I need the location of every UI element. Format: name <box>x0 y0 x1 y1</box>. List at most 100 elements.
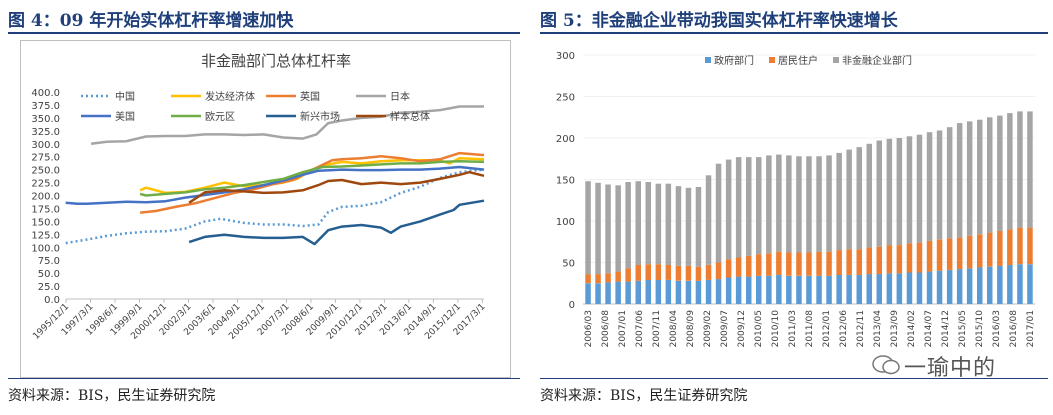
y-tick-label: 325.0 <box>31 127 60 138</box>
bar-gov <box>997 265 1003 304</box>
x-tick-label: 2016/03 <box>992 310 1002 347</box>
bar-nonfin <box>645 182 651 265</box>
bar-nonfin <box>595 182 601 275</box>
bar-nonfin <box>946 127 953 239</box>
bar-nonfin <box>836 152 842 250</box>
bar-household <box>735 257 742 277</box>
bar-household <box>625 268 631 282</box>
y-tick-label: 50.0 <box>38 269 60 280</box>
y-tick-label: 150 <box>556 176 575 187</box>
x-tick-label: 2009/02 <box>703 310 713 347</box>
bar-nonfin <box>856 147 862 250</box>
x-tick-label: 2012/01 <box>822 310 832 347</box>
bar-nonfin <box>906 136 913 244</box>
bar-gov <box>1017 264 1023 304</box>
y-tick-label: 25.0 <box>38 282 60 293</box>
bar-gov <box>766 275 772 304</box>
bar-household <box>685 265 692 281</box>
bar-household <box>906 243 913 273</box>
bar-household <box>926 240 933 272</box>
bar-nonfin <box>796 156 802 253</box>
bar-nonfin <box>806 156 812 253</box>
bar-household <box>655 264 662 280</box>
bar-household <box>585 274 591 284</box>
bar-household <box>1007 229 1013 265</box>
y-tick-label: 175.0 <box>31 204 60 215</box>
x-tick-label: 2006/08 <box>601 310 611 348</box>
bar-nonfin <box>605 184 611 274</box>
bar-gov <box>786 275 792 304</box>
bar-household <box>977 234 983 268</box>
bar-gov <box>836 274 842 304</box>
legend-label-uk: 英国 <box>300 90 320 103</box>
bar-household <box>615 271 621 282</box>
series-line-china <box>65 168 485 245</box>
bar-household <box>816 251 822 276</box>
x-tick-label: 2014/07 <box>924 310 934 347</box>
bar-gov <box>695 280 702 304</box>
bar-gov <box>645 279 651 304</box>
bar-chart: 政府部门 居民住户 非金融企业部门 0 50 100 150 200 250 300 2006/… <box>556 51 1036 348</box>
bar-gov <box>987 266 993 304</box>
bar-gov <box>675 280 682 304</box>
bar-nonfin <box>966 121 973 236</box>
line-chart: 非金融部门总体杠杆率 0.0 25.0 50.0 75.0 100.0 125.0 150.… <box>31 52 487 342</box>
bar-household <box>605 273 611 283</box>
bar-nonfin <box>725 159 732 260</box>
line-chart-title: 非金融部门总体杠杆率 <box>201 52 351 70</box>
bar-gov <box>806 275 812 304</box>
y-tick-label: 200 <box>556 134 575 145</box>
y-tick-label: 400.0 <box>31 88 60 99</box>
bar-gov <box>916 272 923 304</box>
y-tick-label: 200.0 <box>31 192 60 203</box>
bar-chart-legend: 政府部门 居民住户 非金融企业部门 <box>705 54 912 67</box>
bar-nonfin <box>665 183 672 265</box>
left-source-note: 资料来源：BIS，民生证券研究院 <box>8 388 216 404</box>
bar-nonfin <box>715 163 722 263</box>
x-tick-label: 2010/10 <box>771 310 781 348</box>
x-tick-label: 2006/03 <box>584 310 594 347</box>
bar-household <box>876 246 882 275</box>
y-tick-label: 125.0 <box>31 230 60 241</box>
left-title-rule <box>8 32 520 34</box>
line-chart-series <box>65 105 485 246</box>
x-tick-label: 2011/03 <box>788 310 798 347</box>
bar-household <box>756 254 762 276</box>
bar-gov <box>1007 265 1013 304</box>
y-tick-label: 300.0 <box>31 140 60 151</box>
bar-nonfin <box>766 155 772 254</box>
y-tick-label: 0.0 <box>44 295 60 306</box>
bar-gov <box>876 274 882 304</box>
bar-nonfin <box>896 138 903 246</box>
bar-nonfin <box>826 155 832 252</box>
x-tick-label: 2016/08 <box>1009 310 1019 348</box>
bar-nonfin <box>746 157 752 256</box>
bar-gov <box>816 275 822 304</box>
bar-gov <box>966 268 973 304</box>
x-tick-label: 2014/12 <box>941 310 951 347</box>
bar-gov <box>826 275 832 304</box>
y-tick-label: 225.0 <box>31 179 60 190</box>
legend-swatch-household <box>769 57 775 63</box>
bar-nonfin <box>695 187 702 267</box>
y-tick-label: 300 <box>556 51 575 62</box>
bar-household <box>595 274 601 284</box>
bar-nonfin <box>936 130 943 240</box>
bar-nonfin <box>866 143 872 248</box>
y-tick-label: 100 <box>556 217 575 228</box>
bar-gov <box>595 283 601 305</box>
right-figure-title: 图 5：非金融企业带动我国实体杠杆率快速增长 <box>540 11 898 31</box>
legend-label-nonfin: 非金融企业部门 <box>842 54 912 67</box>
bar-household <box>826 251 832 276</box>
bar-nonfin <box>1027 111 1033 228</box>
bar-chart-x-axis: 2006/03 2006/08 2007/01 2007/06 2007/11 2008/… <box>584 310 1036 348</box>
bar-household <box>846 249 852 275</box>
legend-label-euro: 欧元区 <box>205 111 235 123</box>
series-line-emerging <box>188 199 485 246</box>
bar-gov <box>846 274 852 304</box>
bar-gov <box>896 273 903 304</box>
bar-household <box>966 235 973 269</box>
bar-gov <box>635 280 641 304</box>
bar-gov <box>946 270 953 304</box>
